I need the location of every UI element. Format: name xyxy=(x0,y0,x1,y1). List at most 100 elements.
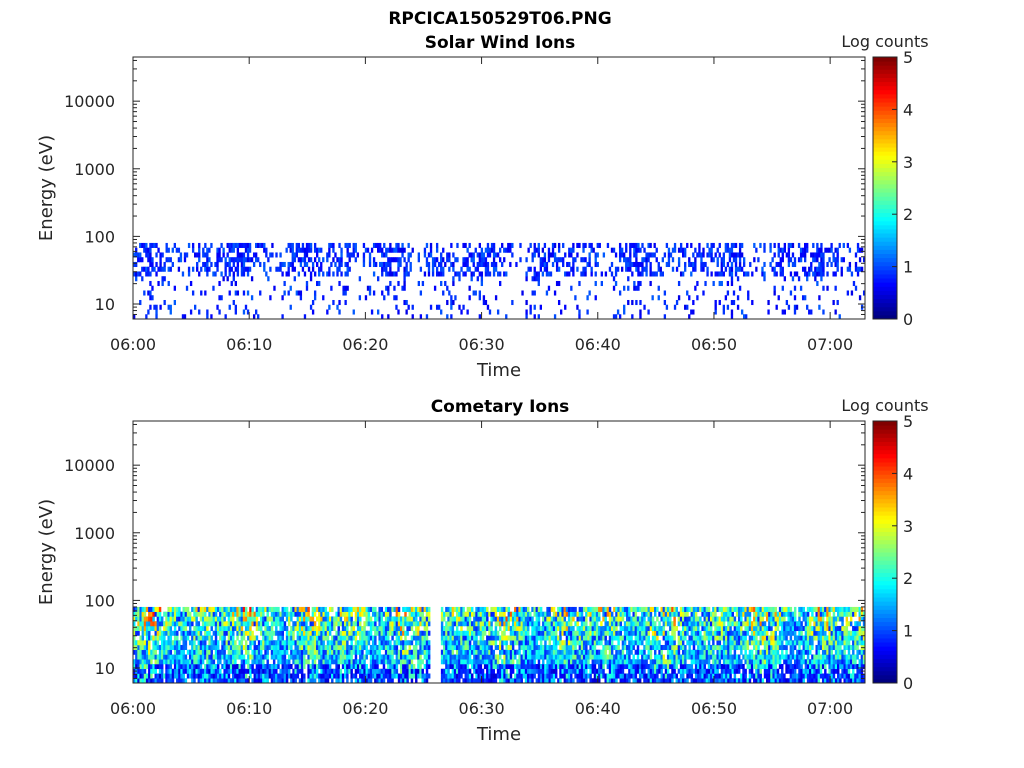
heatmap-cell xyxy=(376,625,379,632)
heatmap-cell xyxy=(257,649,261,655)
heatmap-cell xyxy=(415,616,418,622)
heatmap-cell xyxy=(464,635,467,641)
x-tick-label: 06:10 xyxy=(226,335,272,354)
heatmap-cell xyxy=(393,616,396,622)
heatmap-cell xyxy=(427,261,431,268)
heatmap-cell xyxy=(804,257,807,263)
heatmap-cell xyxy=(238,668,241,674)
heatmap-cell xyxy=(501,630,504,636)
heatmap-cell xyxy=(395,616,399,622)
heatmap-cell xyxy=(208,640,211,646)
heatmap-cell xyxy=(458,606,461,612)
heatmap-cell xyxy=(332,242,335,248)
heatmap-cell xyxy=(614,280,618,287)
heatmap-cell xyxy=(656,616,659,622)
heatmap-cell xyxy=(610,271,614,277)
heatmap-cell xyxy=(651,663,655,670)
heatmap-cell xyxy=(382,654,386,660)
heatmap-cell xyxy=(822,261,825,268)
heatmap-cell xyxy=(177,266,181,272)
heatmap-cell xyxy=(621,663,625,670)
heatmap-cell xyxy=(423,625,427,632)
heatmap-cell xyxy=(563,668,567,674)
heatmap-cell xyxy=(649,644,653,651)
heatmap-cell xyxy=(359,673,362,679)
heatmap-cell xyxy=(529,640,532,646)
heatmap-cell xyxy=(604,611,607,617)
heatmap-cell xyxy=(846,242,850,248)
heatmap-cell xyxy=(641,621,644,627)
heatmap-cell xyxy=(632,673,635,679)
heatmap-cell xyxy=(212,640,216,646)
heatmap-cell xyxy=(801,252,805,258)
heatmap-cell xyxy=(477,616,480,622)
colorbar-segment xyxy=(873,167,897,173)
heatmap-cell xyxy=(244,621,248,627)
heatmap-cell xyxy=(589,678,592,684)
heatmap-cell xyxy=(242,290,246,296)
heatmap-cell xyxy=(303,606,306,612)
heatmap-cell xyxy=(352,252,355,258)
heatmap-cell xyxy=(201,673,205,679)
heatmap-cell xyxy=(322,644,325,651)
heatmap-cell xyxy=(343,635,347,641)
heatmap-cell xyxy=(408,644,412,651)
heatmap-cell xyxy=(410,663,414,670)
heatmap-cell xyxy=(275,630,278,636)
heatmap-cell xyxy=(608,611,612,617)
heatmap-cell xyxy=(150,668,153,674)
heatmap-cell xyxy=(632,616,635,622)
heatmap-cell xyxy=(163,640,166,646)
heatmap-cell xyxy=(499,644,502,651)
heatmap-cell xyxy=(324,678,328,684)
heatmap-cell xyxy=(238,649,241,655)
heatmap-cell xyxy=(494,640,498,646)
heatmap-cell xyxy=(145,659,149,665)
heatmap-cell xyxy=(464,649,467,655)
heatmap-cell xyxy=(305,630,308,636)
heatmap-cell xyxy=(137,252,140,258)
heatmap-cell xyxy=(371,621,375,627)
heatmap-cell xyxy=(454,295,457,301)
heatmap-cell xyxy=(694,257,697,263)
heatmap-cell xyxy=(182,668,185,674)
heatmap-cell xyxy=(613,659,616,665)
heatmap-cell xyxy=(156,659,160,665)
heatmap-cell xyxy=(148,678,151,684)
heatmap-cell xyxy=(221,611,224,617)
heatmap-cell xyxy=(227,678,231,684)
heatmap-cell xyxy=(337,611,340,617)
heatmap-cell xyxy=(339,606,343,612)
heatmap-cell xyxy=(331,616,334,622)
heatmap-cell xyxy=(294,644,297,651)
heatmap-cell xyxy=(818,252,821,258)
heatmap-cell xyxy=(367,635,371,641)
heatmap-cell xyxy=(204,261,207,268)
heatmap-cell xyxy=(326,257,329,263)
heatmap-cell xyxy=(227,654,231,660)
heatmap-cell xyxy=(389,247,392,253)
heatmap-cell xyxy=(210,242,213,248)
heatmap-cell xyxy=(204,616,207,622)
heatmap-cell xyxy=(501,621,504,627)
heatmap-cell xyxy=(615,630,618,636)
heatmap-cell xyxy=(834,247,837,253)
heatmap-cell xyxy=(594,252,597,258)
heatmap-cell xyxy=(522,621,526,627)
heatmap-cell xyxy=(580,673,584,679)
heatmap-cell xyxy=(584,266,587,272)
heatmap-cell xyxy=(404,663,407,670)
heatmap-cell xyxy=(158,659,162,665)
heatmap-cell xyxy=(300,640,304,646)
heatmap-cell xyxy=(179,252,183,258)
heatmap-cell xyxy=(763,261,766,268)
heatmap-cell xyxy=(197,678,201,684)
heatmap-cell xyxy=(450,314,453,320)
heatmap-cell xyxy=(229,654,233,660)
heatmap-cell xyxy=(236,606,239,612)
heatmap-cell xyxy=(337,640,340,646)
heatmap-cell xyxy=(654,644,657,651)
heatmap-cell xyxy=(630,621,633,627)
heatmap-cell xyxy=(531,678,534,684)
heatmap-cell xyxy=(160,640,164,646)
